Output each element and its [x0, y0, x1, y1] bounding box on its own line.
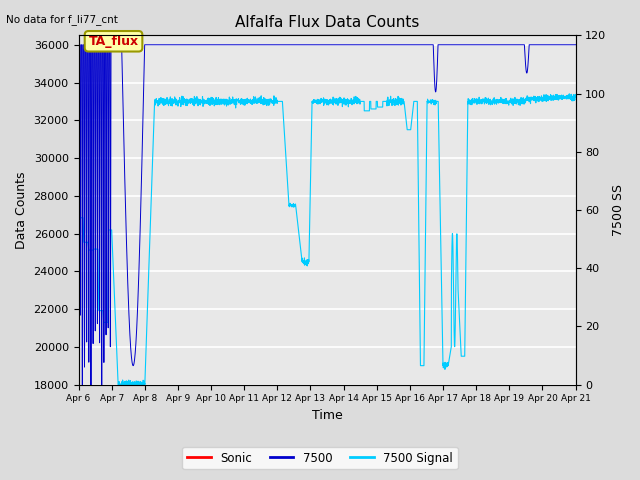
- Y-axis label: 7500 SS: 7500 SS: [612, 184, 625, 236]
- X-axis label: Time: Time: [312, 409, 342, 422]
- Text: TA_flux: TA_flux: [88, 35, 139, 48]
- Title: Alfalfa Flux Data Counts: Alfalfa Flux Data Counts: [235, 15, 419, 30]
- Legend: Sonic, 7500, 7500 Signal: Sonic, 7500, 7500 Signal: [182, 447, 458, 469]
- Y-axis label: Data Counts: Data Counts: [15, 171, 28, 249]
- Text: No data for f_li77_cnt: No data for f_li77_cnt: [6, 14, 118, 25]
